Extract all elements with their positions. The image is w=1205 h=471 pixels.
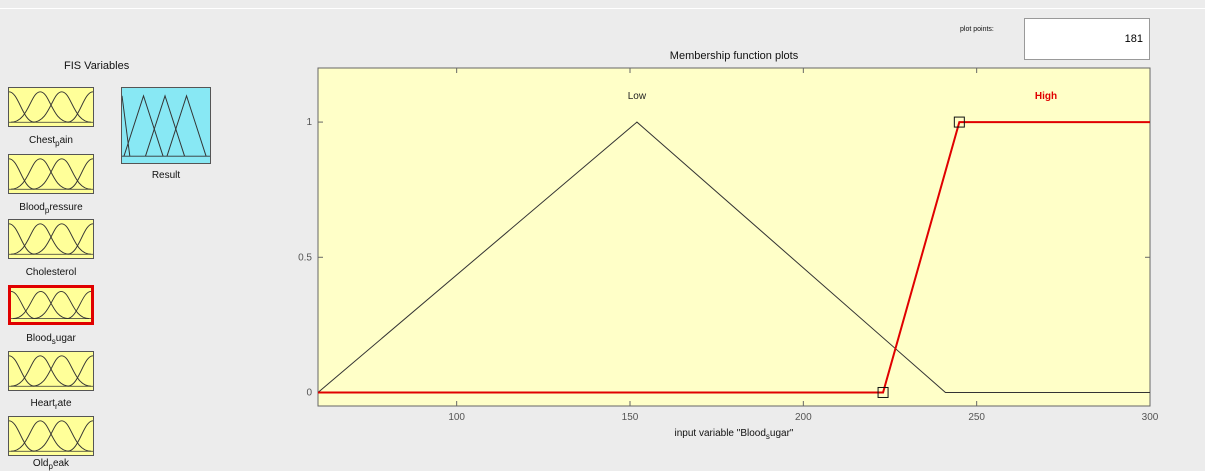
mf-label-high: High bbox=[1035, 91, 1057, 102]
input-variable-3[interactable] bbox=[8, 285, 94, 325]
input-variable-label: Chestpain bbox=[29, 135, 73, 148]
input-mf-icon bbox=[9, 91, 93, 123]
x-tick-label: 150 bbox=[622, 412, 639, 423]
input-variable-label: Bloodpressure bbox=[19, 202, 83, 215]
input-variable-label: Bloodsugar bbox=[26, 333, 76, 346]
plot-points-label: plot points: bbox=[960, 26, 994, 33]
input-mf-icon bbox=[9, 420, 93, 452]
x-tick-label: 300 bbox=[1142, 412, 1159, 423]
plot-area bbox=[317, 67, 1151, 407]
input-variable-label: Oldpeak bbox=[32, 458, 70, 471]
input-mf-icon bbox=[9, 158, 93, 190]
input-variable-label: Cholesterol bbox=[25, 267, 77, 278]
input-mf-icon bbox=[9, 355, 93, 387]
output-variable-label: Result bbox=[151, 170, 181, 181]
mf-line-low bbox=[317, 121, 1150, 393]
mf-line-high bbox=[318, 121, 1150, 394]
output-variable-result[interactable] bbox=[121, 87, 211, 164]
input-variable-2[interactable] bbox=[8, 219, 94, 259]
output-mf-icon bbox=[122, 94, 210, 157]
input-variable-0[interactable] bbox=[8, 87, 94, 127]
mf-label-low: Low bbox=[628, 91, 647, 102]
y-tick-label: 1 bbox=[306, 117, 312, 128]
fis-variables-title: FIS Variables bbox=[64, 60, 130, 72]
y-tick-label: 0 bbox=[306, 387, 312, 398]
input-variable-5[interactable] bbox=[8, 416, 94, 456]
input-variable-4[interactable] bbox=[8, 351, 94, 391]
plot-points-input[interactable] bbox=[1024, 18, 1150, 60]
mf-vertex-handle bbox=[877, 386, 889, 398]
mf-vertex-handle bbox=[953, 116, 965, 128]
input-mf-icon bbox=[9, 223, 93, 255]
input-variable-1[interactable] bbox=[8, 154, 94, 194]
x-tick-label: 200 bbox=[795, 412, 812, 423]
x-tick-label: 100 bbox=[448, 412, 465, 423]
input-mf-icon bbox=[11, 290, 91, 320]
input-variable-label: Heartrate bbox=[30, 398, 72, 411]
x-axis-label: input variable "Bloodsugar" bbox=[675, 428, 794, 441]
top-rule bbox=[0, 8, 1205, 9]
x-tick-label: 250 bbox=[968, 412, 985, 423]
plot-title: Membership function plots bbox=[669, 50, 799, 62]
y-tick-label: 0.5 bbox=[298, 252, 312, 263]
